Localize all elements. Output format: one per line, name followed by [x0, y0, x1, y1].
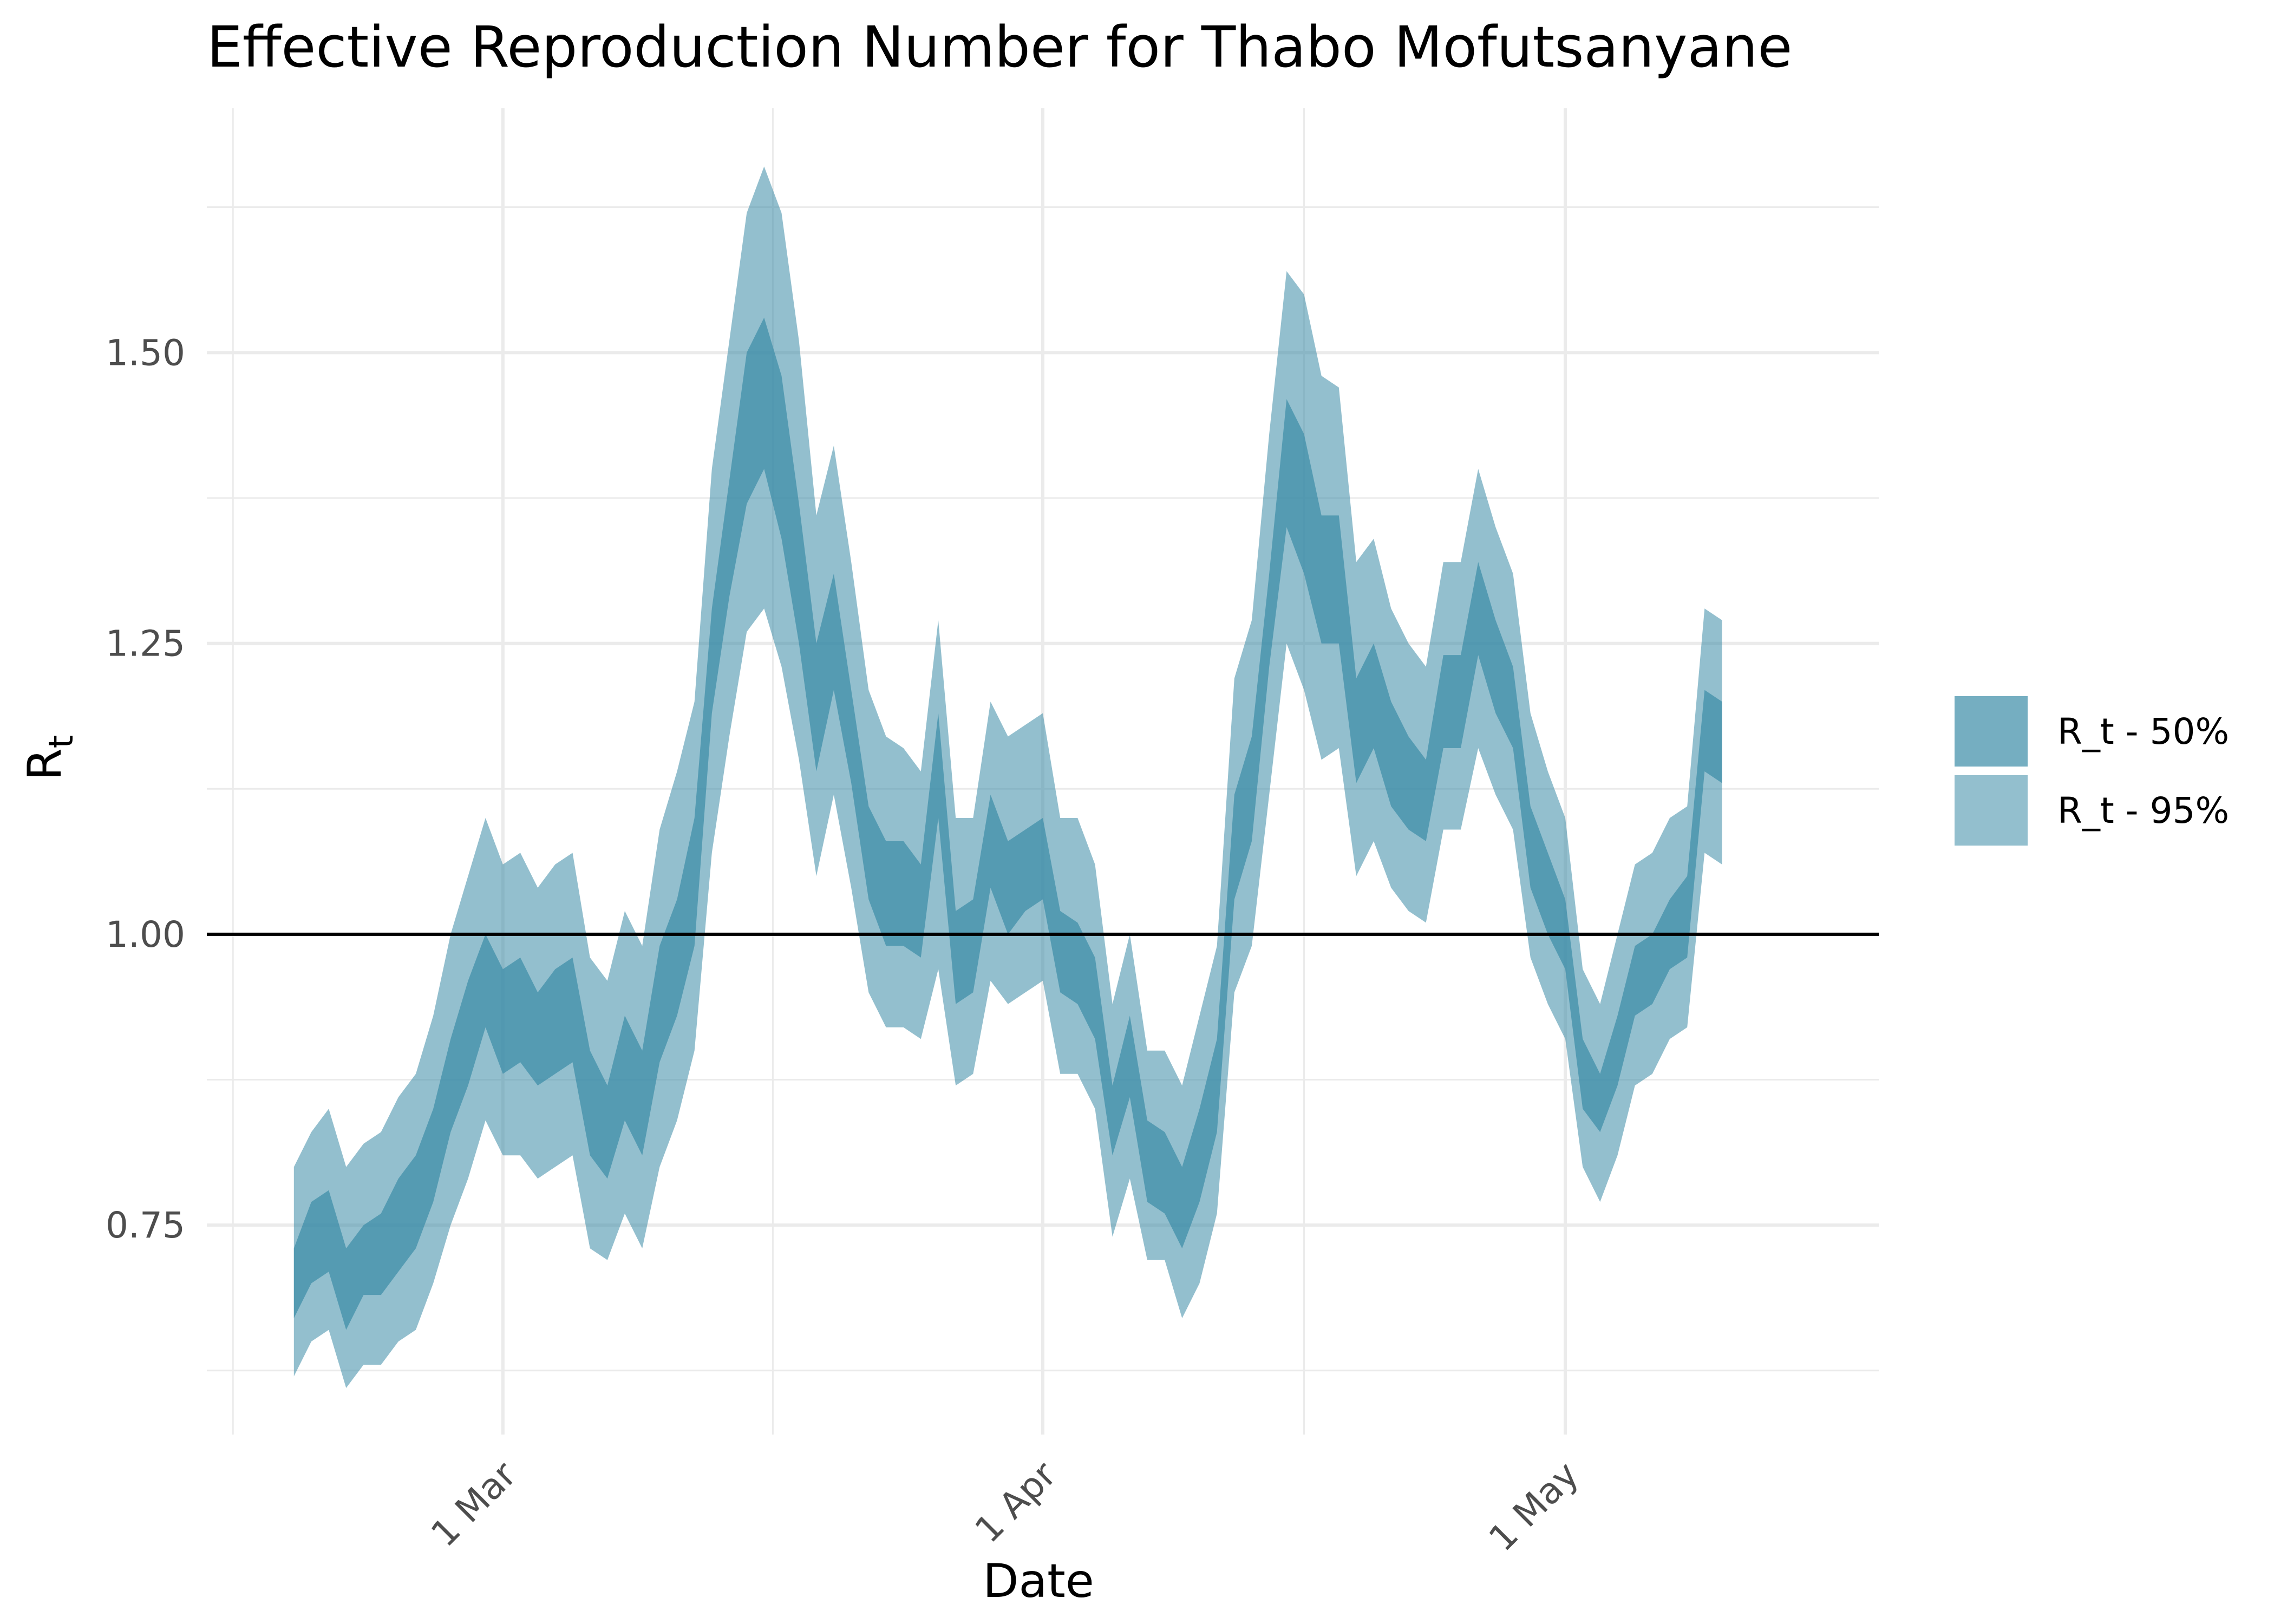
legend-label-95: R_t - 95% — [2057, 790, 2229, 831]
x-tick-label: 1 Mar — [423, 1453, 525, 1555]
y-tick-label: 1.50 — [106, 332, 185, 374]
y-axis-title-main: R — [18, 748, 72, 781]
y-tick-label: 1.00 — [106, 914, 185, 955]
x-axis-ticks: 1 Mar 1 Apr 1 May — [423, 1453, 1586, 1560]
y-axis-ticks: 0.75 1.00 1.25 1.50 — [106, 332, 185, 1246]
band-95-area — [293, 166, 1722, 1388]
y-tick-label: 0.75 — [106, 1204, 185, 1246]
legend-label-50: R_t - 50% — [2057, 711, 2229, 752]
x-tick-label: 1 Apr — [967, 1453, 1064, 1551]
x-tick-label: 1 May — [1481, 1453, 1586, 1559]
y-axis-title-subscript: t — [41, 735, 81, 748]
y-tick-label: 1.25 — [106, 623, 185, 665]
ribbon-bands — [293, 166, 1722, 1388]
legend: R_t - 50% R_t - 95% — [1955, 696, 2229, 846]
legend-key-50 — [1955, 696, 2028, 767]
legend-key-95 — [1955, 775, 2028, 846]
y-axis-title: Rt — [18, 735, 81, 781]
chart-title: Effective Reproduction Number for Thabo … — [207, 14, 1792, 80]
band-50-area — [293, 317, 1722, 1330]
svg-text:Rt: Rt — [18, 735, 81, 781]
x-axis-title: Date — [983, 1554, 1094, 1608]
